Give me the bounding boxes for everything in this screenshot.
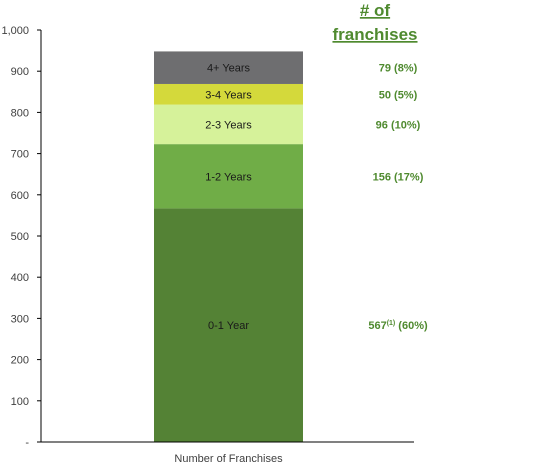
bar-segments (154, 51, 303, 442)
y-tick-label: 600 (11, 190, 29, 202)
y-tick-label: 400 (11, 272, 29, 284)
y-tick-label: 300 (11, 313, 29, 325)
count-label: 156 (17%) (373, 171, 424, 183)
segment-label: 4+ Years (207, 63, 251, 75)
y-tick-label: 700 (11, 149, 29, 161)
segment-label: 2-3 Years (205, 119, 252, 131)
bar-segment (154, 144, 303, 209)
bar-segment (154, 208, 303, 442)
bar-segment (154, 83, 303, 105)
y-tick-label: 100 (11, 396, 29, 408)
count-labels: 567(1) (60%) 156 (17%) 96 (10%) 50 (5%) 79 (… (368, 63, 428, 333)
y-tick-label: 1,000 (1, 25, 29, 37)
count-header-line-2: franchises (332, 25, 417, 44)
count-label: 96 (10%) (376, 119, 421, 131)
count-header-line-1: # of (360, 1, 391, 20)
segment-labels: 0-1 Year 1-2 Years 2-3 Years 3-4 Years 4+ Ye… (205, 63, 252, 333)
x-category-label: Number of Franchises (174, 453, 283, 465)
count-column-header: # of franchises (332, 1, 417, 44)
bar-segment (154, 104, 303, 145)
count-label: 567(1) (60%) (368, 320, 428, 332)
count-label: 50 (5%) (379, 89, 418, 101)
count-label: 79 (8%) (379, 63, 418, 75)
y-axis-ticks: - 100 200 300 400 500 600 700 800 900 1,000 (1, 25, 41, 449)
segment-label: 0-1 Year (208, 320, 249, 332)
y-tick-label: 200 (11, 355, 29, 367)
y-tick-label: 900 (11, 66, 29, 78)
y-tick-label: - (25, 437, 29, 449)
y-tick-label: 800 (11, 107, 29, 119)
segment-label: 1-2 Years (205, 171, 252, 183)
y-tick-label: 500 (11, 231, 29, 243)
bar-segment (154, 51, 303, 84)
segment-label: 3-4 Years (205, 89, 252, 101)
